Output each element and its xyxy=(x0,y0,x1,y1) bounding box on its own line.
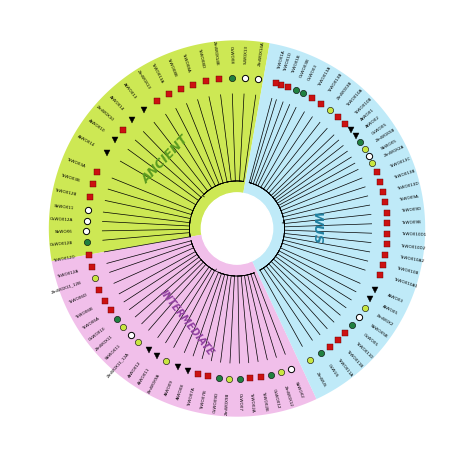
Text: TaWOX8A: TaWOX8A xyxy=(181,52,191,72)
Text: TaWOX11D: TaWOX11D xyxy=(354,341,373,360)
Text: TaWOX12D: TaWOX12D xyxy=(53,255,75,263)
Text: AtWOX9: AtWOX9 xyxy=(164,379,174,396)
Text: TaWOX10D2: TaWOX10D2 xyxy=(401,244,426,250)
Text: S,WOX13: S,WOX13 xyxy=(244,45,248,64)
Text: OsWOX10: OsWOX10 xyxy=(88,326,107,341)
Text: TaWOX7B: TaWOX7B xyxy=(200,389,208,410)
Text: TaWOX7A: TaWOX7A xyxy=(187,387,196,407)
Text: TaWOX6A: TaWOX6A xyxy=(82,316,100,330)
Text: TaWOX11A: TaWOX11A xyxy=(337,357,354,377)
Text: ZmWOX14B: ZmWOX14B xyxy=(212,41,219,65)
Text: TaWOX13B: TaWOX13B xyxy=(393,169,415,180)
Text: OsWOX5: OsWOX5 xyxy=(371,122,388,136)
Text: ZmWOX9B: ZmWOX9B xyxy=(225,393,230,415)
Text: AtWOX11: AtWOX11 xyxy=(138,367,152,385)
Text: TaWOX12B: TaWOX12B xyxy=(54,188,77,196)
Text: ZmWOX9A: ZmWOX9A xyxy=(147,373,162,394)
Polygon shape xyxy=(49,40,270,261)
Text: ZmWOX13: ZmWOX13 xyxy=(137,69,152,90)
Text: ZmWOX10: ZmWOX10 xyxy=(95,105,114,122)
Text: AtWOX8: AtWOX8 xyxy=(176,383,185,401)
Text: OsWOX7: OsWOX7 xyxy=(238,393,242,411)
Text: AtWOX14: AtWOX14 xyxy=(77,135,96,148)
Text: TaWOX2A: TaWOX2A xyxy=(249,392,255,412)
Text: TaWOX10A1: TaWOX10A1 xyxy=(393,277,418,289)
Text: TaWOX10A2: TaWOX10A2 xyxy=(399,255,424,263)
Text: ZmWOX3B: ZmWOX3B xyxy=(337,80,354,100)
Text: TaWOX13C: TaWOX13C xyxy=(389,157,411,169)
Text: SbWOX5: SbWOX5 xyxy=(380,138,397,150)
Text: ZmWOX14A: ZmWOX14A xyxy=(258,41,265,66)
Text: TaWOX9A: TaWOX9A xyxy=(399,195,419,202)
Text: ZmWOX11_12A: ZmWOX11_12A xyxy=(107,351,131,378)
Text: ANCIENT: ANCIENT xyxy=(140,133,192,186)
Text: AtWOX2: AtWOX2 xyxy=(365,115,381,129)
Text: OsWOX12B: OsWOX12B xyxy=(50,241,73,247)
Text: OsWOX5: OsWOX5 xyxy=(362,333,378,347)
Text: ZmWUS: ZmWUS xyxy=(315,372,327,388)
Text: OsWOX12: OsWOX12 xyxy=(272,388,281,409)
Text: OsWOX3: OsWOX3 xyxy=(307,64,319,82)
Text: AtWOX1: AtWOX1 xyxy=(360,108,375,122)
Text: AtWOX5: AtWOX5 xyxy=(381,304,398,315)
Text: TaWOX8D: TaWOX8D xyxy=(197,48,205,68)
Text: ZmWOX2A: ZmWOX2A xyxy=(384,145,406,158)
Text: TaWOX10D1: TaWOX10D1 xyxy=(401,232,427,237)
Text: TaWOX3A: TaWOX3A xyxy=(65,158,85,169)
Text: OsWOX3B: OsWOX3B xyxy=(300,57,311,78)
Text: AtWOX12: AtWOX12 xyxy=(128,360,142,378)
Text: SbWOX11: SbWOX11 xyxy=(54,204,74,210)
Text: OsWOX9D: OsWOX9D xyxy=(212,392,219,413)
Text: TaWOX2B: TaWOX2B xyxy=(261,391,268,411)
Text: OsWOX12A: OsWOX12A xyxy=(49,217,73,222)
Text: OsWOX8: OsWOX8 xyxy=(228,46,233,64)
Text: ZmWOX5B: ZmWOX5B xyxy=(375,128,396,143)
Text: TaWOX8B: TaWOX8B xyxy=(166,57,177,77)
Text: AtWOX3: AtWOX3 xyxy=(386,293,403,304)
Text: WUS: WUS xyxy=(310,212,323,245)
Text: ZmWOX11_12B: ZmWOX11_12B xyxy=(51,280,82,294)
Text: TaWOX1A: TaWOX1A xyxy=(278,50,287,70)
Polygon shape xyxy=(52,235,317,417)
Text: INTERMEDIATE: INTERMEDIATE xyxy=(158,288,216,358)
Text: OsWUS: OsWUS xyxy=(327,364,339,378)
Text: TaWOX9B: TaWOX9B xyxy=(401,220,421,225)
Text: ZmWOX11: ZmWOX11 xyxy=(95,335,114,352)
Text: TaWOX9D: TaWOX9D xyxy=(401,207,421,213)
Text: TaWOX13A: TaWOX13A xyxy=(150,61,164,83)
Text: TaWOX13D: TaWOX13D xyxy=(396,181,419,191)
Text: TaWOX6D: TaWOX6D xyxy=(68,293,88,305)
Circle shape xyxy=(201,193,273,264)
Text: TaWOX11B: TaWOX11B xyxy=(346,349,364,368)
Text: TaWOX10B: TaWOX10B xyxy=(396,266,419,276)
Text: AtWOX10: AtWOX10 xyxy=(87,119,105,133)
Text: TaWOX13A: TaWOX13A xyxy=(318,66,332,87)
Text: TaWOX6B: TaWOX6B xyxy=(75,307,94,319)
Text: SbWOX11: SbWOX11 xyxy=(105,343,122,361)
Text: AtWOX13: AtWOX13 xyxy=(122,82,137,100)
Text: TaWOX1B: TaWOX1B xyxy=(292,55,302,74)
Text: TaWOX1D: TaWOX1D xyxy=(283,52,293,72)
Text: ZmWOX12: ZmWOX12 xyxy=(283,385,293,407)
Text: TaWOX3B: TaWOX3B xyxy=(60,173,81,182)
Text: ZmWOX2: ZmWOX2 xyxy=(375,314,394,328)
Text: SbWOX5B: SbWOX5B xyxy=(369,324,388,339)
Text: AtWOX14: AtWOX14 xyxy=(108,95,124,112)
Polygon shape xyxy=(243,43,425,399)
Text: SbWOX6: SbWOX6 xyxy=(55,229,73,234)
Text: TaWOX13B: TaWOX13B xyxy=(327,73,343,93)
Text: TaWOX10A: TaWOX10A xyxy=(346,88,364,108)
Text: SbWOX2: SbWOX2 xyxy=(294,381,304,399)
Text: TaWOX12A: TaWOX12A xyxy=(56,269,79,279)
Text: TaWOX10B: TaWOX10B xyxy=(354,97,373,116)
